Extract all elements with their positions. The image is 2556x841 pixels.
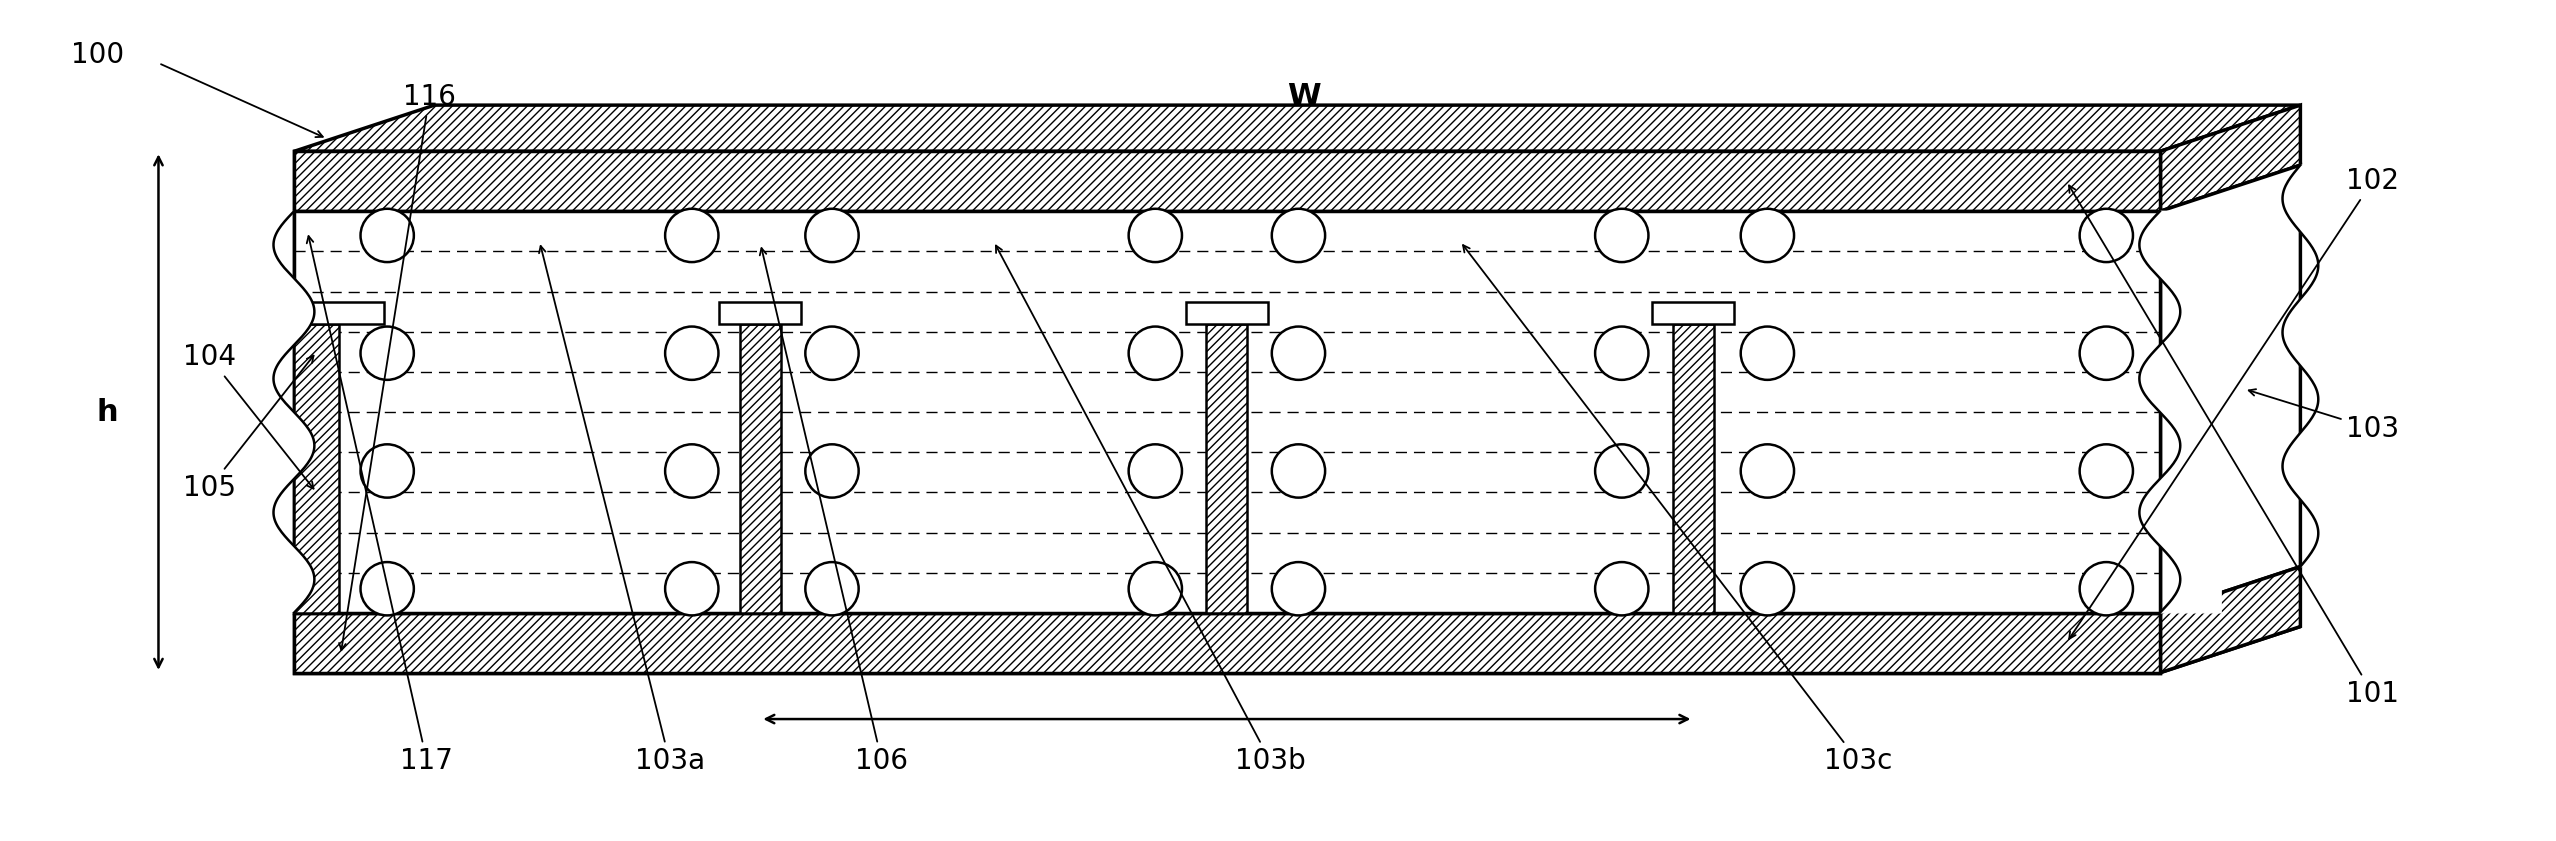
Polygon shape — [2139, 211, 2221, 613]
Polygon shape — [435, 165, 2300, 567]
Circle shape — [1595, 444, 1649, 498]
Circle shape — [665, 326, 718, 380]
Circle shape — [2081, 326, 2132, 380]
Polygon shape — [294, 627, 2300, 673]
Polygon shape — [1651, 302, 1736, 324]
Text: 117: 117 — [307, 236, 452, 775]
Circle shape — [805, 209, 859, 262]
Circle shape — [360, 444, 414, 498]
Circle shape — [1273, 326, 1324, 380]
Circle shape — [2081, 562, 2132, 616]
Polygon shape — [718, 302, 803, 324]
Polygon shape — [1672, 324, 1715, 613]
Polygon shape — [294, 324, 340, 613]
Circle shape — [360, 562, 414, 616]
Text: h: h — [97, 398, 118, 426]
Circle shape — [665, 209, 718, 262]
Polygon shape — [294, 105, 2300, 151]
Polygon shape — [2160, 567, 2300, 673]
Circle shape — [1130, 444, 1181, 498]
Circle shape — [665, 562, 718, 616]
Polygon shape — [1186, 302, 1268, 324]
Text: 102: 102 — [2070, 167, 2400, 639]
Circle shape — [1273, 444, 1324, 498]
Text: 103: 103 — [2249, 389, 2400, 443]
Polygon shape — [2160, 165, 2300, 613]
Polygon shape — [233, 211, 314, 613]
Polygon shape — [294, 211, 2160, 613]
Text: 106: 106 — [759, 248, 907, 775]
Text: 103a: 103a — [539, 246, 705, 775]
Circle shape — [1595, 209, 1649, 262]
Circle shape — [2081, 209, 2132, 262]
Circle shape — [805, 562, 859, 616]
Circle shape — [1741, 444, 1794, 498]
Polygon shape — [294, 302, 383, 324]
Text: 116: 116 — [340, 82, 455, 650]
Circle shape — [1741, 209, 1794, 262]
Polygon shape — [294, 151, 2160, 673]
Text: 101: 101 — [2068, 186, 2400, 708]
Circle shape — [1741, 326, 1794, 380]
Circle shape — [360, 209, 414, 262]
Circle shape — [1273, 562, 1324, 616]
Circle shape — [1273, 209, 1324, 262]
Polygon shape — [1206, 324, 1247, 613]
Circle shape — [1130, 562, 1181, 616]
Polygon shape — [294, 151, 2160, 211]
Text: 100: 100 — [72, 40, 123, 69]
Text: 103c: 103c — [1462, 245, 1891, 775]
Text: 105: 105 — [184, 356, 314, 502]
Circle shape — [1130, 326, 1181, 380]
Circle shape — [360, 326, 414, 380]
Polygon shape — [739, 324, 782, 613]
Circle shape — [665, 444, 718, 498]
Circle shape — [2081, 444, 2132, 498]
Circle shape — [1130, 209, 1181, 262]
Polygon shape — [2160, 105, 2300, 211]
Circle shape — [1595, 326, 1649, 380]
Text: 104: 104 — [184, 343, 314, 489]
Circle shape — [805, 444, 859, 498]
Polygon shape — [294, 613, 2160, 673]
Polygon shape — [2283, 165, 2354, 567]
Circle shape — [1741, 562, 1794, 616]
Circle shape — [1595, 562, 1649, 616]
Text: W: W — [1286, 82, 1321, 111]
Circle shape — [805, 326, 859, 380]
Text: 103b: 103b — [997, 246, 1306, 775]
